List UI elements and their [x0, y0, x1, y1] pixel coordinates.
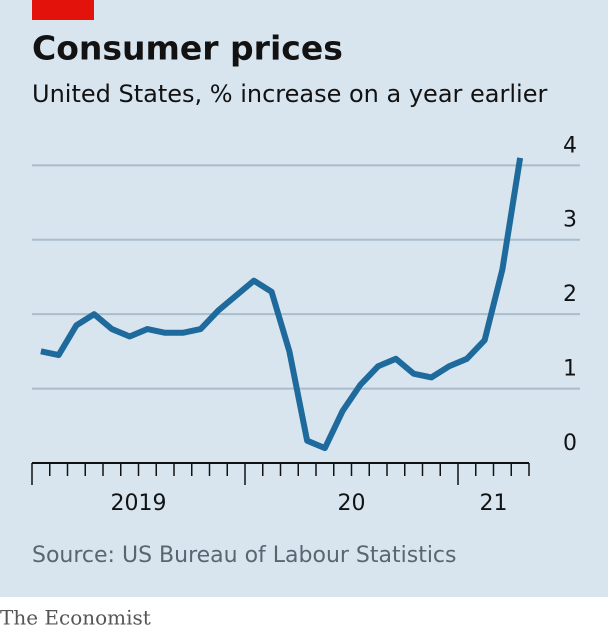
chart-subtitle: United States, % increase on a year earl… — [32, 80, 547, 108]
y-tick-label: 2 — [563, 282, 577, 307]
red-tag — [32, 0, 94, 20]
x-group-label: 2019 — [111, 491, 167, 516]
chart-background — [0, 0, 608, 597]
y-tick-label: 4 — [563, 133, 577, 158]
brand: The Economist — [0, 606, 151, 630]
y-tick-label: 0 — [563, 431, 577, 456]
x-group-label: 20 — [338, 491, 366, 516]
x-group-label: 21 — [480, 491, 508, 516]
y-tick-label: 3 — [563, 208, 577, 233]
y-tick-label: 1 — [563, 357, 577, 382]
data-line — [40, 157, 524, 452]
chart-title: Consumer prices — [32, 29, 343, 68]
source: Source: US Bureau of Labour Statistics — [32, 543, 457, 568]
